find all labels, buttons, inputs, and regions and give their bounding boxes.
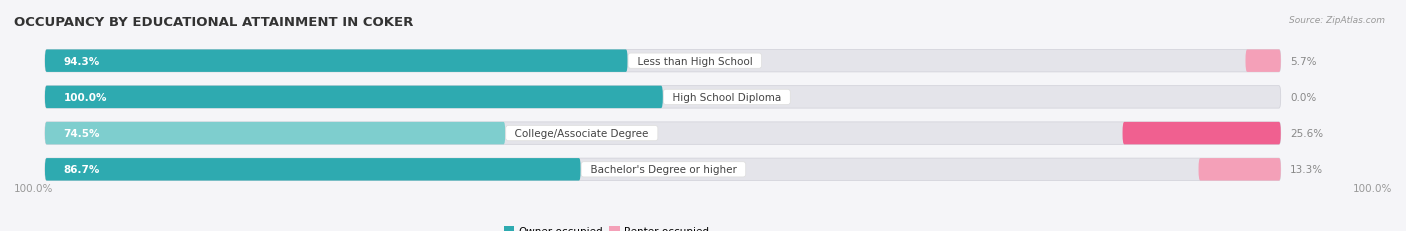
- FancyBboxPatch shape: [1198, 158, 1281, 181]
- FancyBboxPatch shape: [45, 50, 627, 73]
- FancyBboxPatch shape: [45, 50, 1281, 73]
- FancyBboxPatch shape: [45, 86, 662, 109]
- FancyBboxPatch shape: [1122, 122, 1281, 145]
- Text: High School Diploma: High School Diploma: [666, 92, 787, 103]
- FancyBboxPatch shape: [45, 158, 1281, 181]
- Text: Source: ZipAtlas.com: Source: ZipAtlas.com: [1289, 16, 1385, 25]
- FancyBboxPatch shape: [45, 158, 581, 181]
- Text: 5.7%: 5.7%: [1289, 56, 1316, 66]
- Text: Less than High School: Less than High School: [631, 56, 759, 66]
- FancyBboxPatch shape: [45, 122, 505, 145]
- Text: Bachelor's Degree or higher: Bachelor's Degree or higher: [583, 165, 744, 175]
- FancyBboxPatch shape: [45, 122, 1281, 145]
- FancyBboxPatch shape: [1246, 50, 1281, 73]
- Text: 0.0%: 0.0%: [1289, 92, 1316, 103]
- Text: 100.0%: 100.0%: [1353, 183, 1392, 193]
- Text: 100.0%: 100.0%: [63, 92, 107, 103]
- Text: 13.3%: 13.3%: [1289, 165, 1323, 175]
- Text: 74.5%: 74.5%: [63, 128, 100, 139]
- Text: 94.3%: 94.3%: [63, 56, 100, 66]
- Text: College/Associate Degree: College/Associate Degree: [509, 128, 655, 139]
- Text: 86.7%: 86.7%: [63, 165, 100, 175]
- Legend: Owner-occupied, Renter-occupied: Owner-occupied, Renter-occupied: [501, 222, 713, 231]
- Text: OCCUPANCY BY EDUCATIONAL ATTAINMENT IN COKER: OCCUPANCY BY EDUCATIONAL ATTAINMENT IN C…: [14, 16, 413, 29]
- FancyBboxPatch shape: [45, 86, 1281, 109]
- Text: 25.6%: 25.6%: [1289, 128, 1323, 139]
- Text: 100.0%: 100.0%: [14, 183, 53, 193]
